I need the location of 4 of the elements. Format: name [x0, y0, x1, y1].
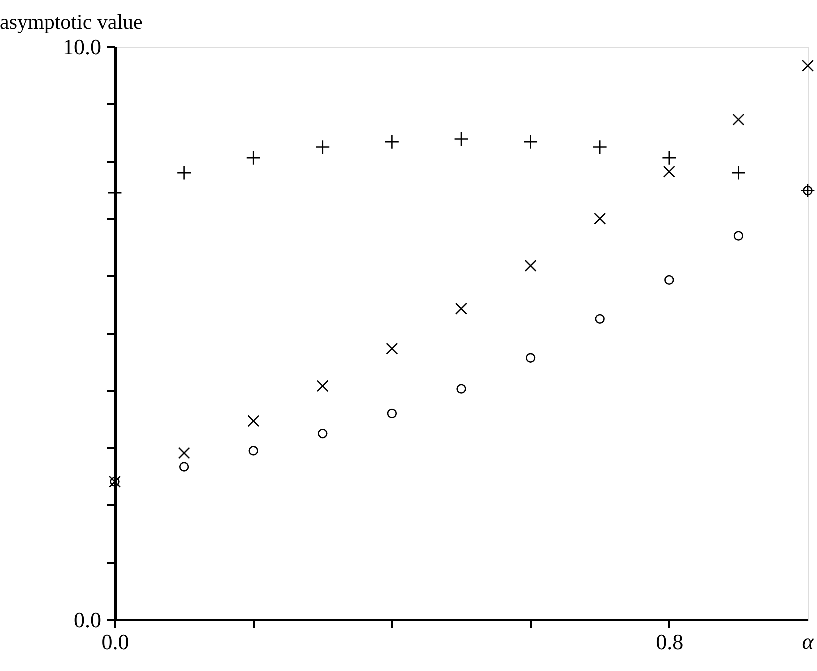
- x-axis-title: α: [802, 629, 814, 654]
- y-axis-title: asymptotic value: [0, 10, 143, 34]
- x-tick-label: 0.8: [656, 630, 684, 654]
- y-tick-label: 10.0: [63, 34, 102, 60]
